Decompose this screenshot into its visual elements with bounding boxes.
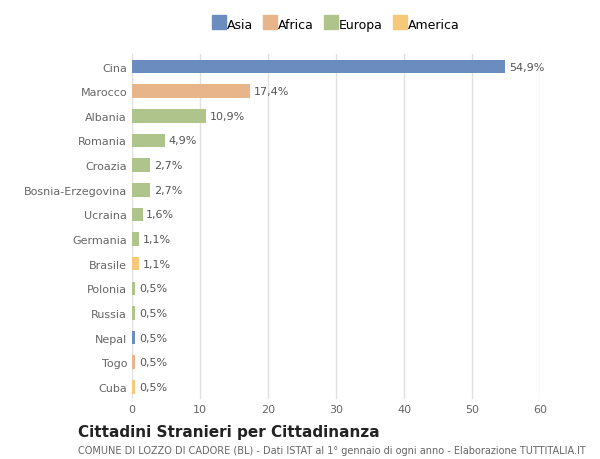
Bar <box>132 257 139 271</box>
Bar <box>132 233 139 246</box>
Text: 2,7%: 2,7% <box>154 185 182 196</box>
Bar <box>132 134 166 148</box>
Text: 0,5%: 0,5% <box>139 358 167 368</box>
Text: 1,1%: 1,1% <box>143 235 171 245</box>
Bar <box>132 184 151 197</box>
Text: 10,9%: 10,9% <box>209 112 245 122</box>
Text: 54,9%: 54,9% <box>509 62 544 73</box>
Bar <box>132 110 206 123</box>
Text: 1,6%: 1,6% <box>146 210 175 220</box>
Text: 17,4%: 17,4% <box>254 87 289 97</box>
Text: 0,5%: 0,5% <box>139 382 167 392</box>
Bar <box>132 356 136 369</box>
Text: 0,5%: 0,5% <box>139 284 167 294</box>
Bar <box>132 61 505 74</box>
Bar <box>132 159 151 173</box>
Text: Cittadini Stranieri per Cittadinanza: Cittadini Stranieri per Cittadinanza <box>78 425 380 440</box>
Text: 4,9%: 4,9% <box>169 136 197 146</box>
Bar <box>132 208 143 222</box>
Legend: Asia, Africa, Europa, America: Asia, Africa, Europa, America <box>209 17 463 34</box>
Bar <box>132 307 136 320</box>
Text: 1,1%: 1,1% <box>143 259 171 269</box>
Text: COMUNE DI LOZZO DI CADORE (BL) - Dati ISTAT al 1° gennaio di ogni anno - Elabora: COMUNE DI LOZZO DI CADORE (BL) - Dati IS… <box>78 445 586 455</box>
Text: 0,5%: 0,5% <box>139 333 167 343</box>
Bar <box>132 85 250 99</box>
Bar <box>132 282 136 296</box>
Text: 0,5%: 0,5% <box>139 308 167 318</box>
Text: 2,7%: 2,7% <box>154 161 182 171</box>
Bar <box>132 380 136 394</box>
Bar <box>132 331 136 345</box>
